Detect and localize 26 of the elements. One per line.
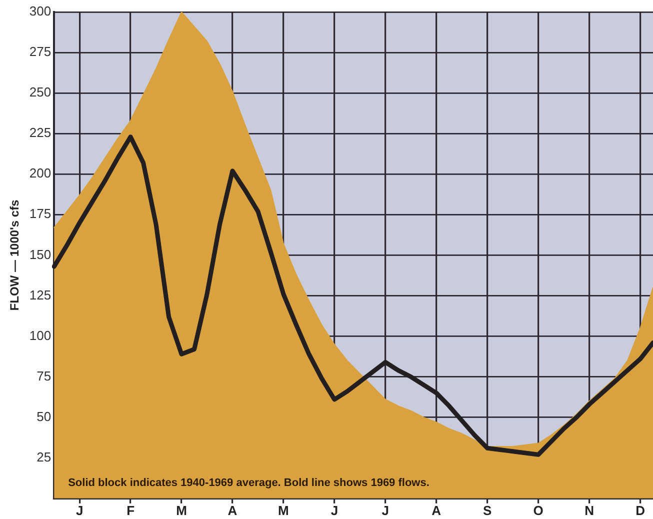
x-tick-label: O (533, 502, 544, 518)
x-tick-label: M (176, 502, 187, 518)
x-tick-label: A (432, 502, 442, 518)
x-tick-label: S (483, 502, 492, 518)
y-tick-label: 275 (29, 44, 52, 60)
y-axis-title: FLOW — 1000's cfs (8, 199, 22, 311)
x-tick-label: J (330, 502, 338, 518)
x-tick-label: F (126, 502, 135, 518)
y-tick-label: 300 (29, 4, 52, 19)
y-tick-label: 125 (29, 287, 52, 302)
x-tick-label: J (76, 502, 84, 518)
y-tick-label: 250 (29, 84, 52, 100)
y-tick-label: 175 (29, 206, 52, 222)
x-tick-label: J (382, 502, 390, 518)
y-tick-label: 150 (29, 246, 52, 262)
y-tick-label: 75 (36, 368, 52, 384)
x-tick-label: M (278, 502, 289, 518)
x-tick-label: D (636, 502, 645, 518)
x-tick-label: N (584, 502, 594, 518)
y-tick-label: 25 (36, 449, 52, 464)
y-tick-label: 200 (29, 166, 52, 181)
y-tick-label: 225 (29, 125, 52, 140)
y-tick-label: 50 (36, 408, 52, 424)
y-tick-label: 100 (29, 328, 52, 343)
x-tick-label: A (228, 502, 238, 518)
annotation: Solid block indicates 1940-1969 average. Bold line shows 1969 flows. (68, 476, 430, 489)
